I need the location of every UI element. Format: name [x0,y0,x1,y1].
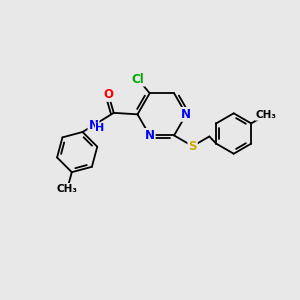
Text: O: O [103,88,113,101]
Text: H: H [95,123,105,133]
Text: CH₃: CH₃ [256,110,277,120]
Text: N: N [145,129,155,142]
Text: Cl: Cl [131,73,144,85]
Text: N: N [181,108,191,121]
Text: N: N [88,119,98,132]
Text: CH₃: CH₃ [57,184,78,194]
Text: S: S [188,140,197,153]
